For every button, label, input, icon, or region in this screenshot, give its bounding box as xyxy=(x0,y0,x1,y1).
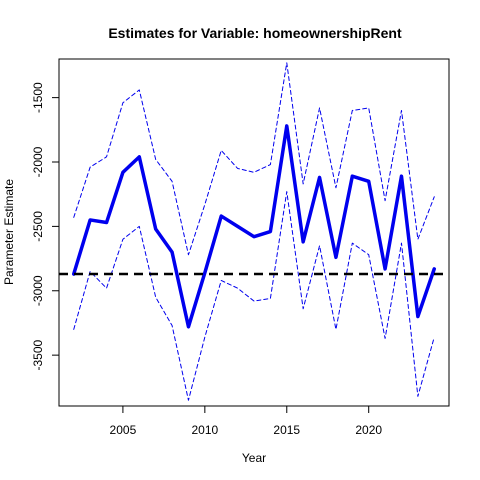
chart-title: Estimates for Variable: homeownershipRen… xyxy=(108,25,402,41)
y-tick-label: -1500 xyxy=(31,82,45,113)
y-tick-label: -2500 xyxy=(31,211,45,242)
y-axis-label: Parameter Estimate xyxy=(2,179,16,285)
y-tick-label: -3500 xyxy=(31,339,45,370)
x-axis-label: Year xyxy=(242,451,266,465)
series-layer xyxy=(59,62,449,401)
series-lower-line xyxy=(73,191,435,401)
series-estimate-line xyxy=(72,124,436,329)
x-axis: 2005 2010 2015 2020 xyxy=(110,405,382,437)
x-tick-label: 2005 xyxy=(110,423,137,437)
x-tick-label: 2010 xyxy=(191,423,218,437)
x-tick-label: 2020 xyxy=(355,423,382,437)
x-tick-label: 2015 xyxy=(273,423,300,437)
y-axis: -3500 -3000 -2500 -2000 -1500 xyxy=(31,82,60,370)
y-tick-label: -2000 xyxy=(31,146,45,177)
series-upper-line xyxy=(73,62,435,256)
y-tick-label: -3000 xyxy=(31,275,45,306)
